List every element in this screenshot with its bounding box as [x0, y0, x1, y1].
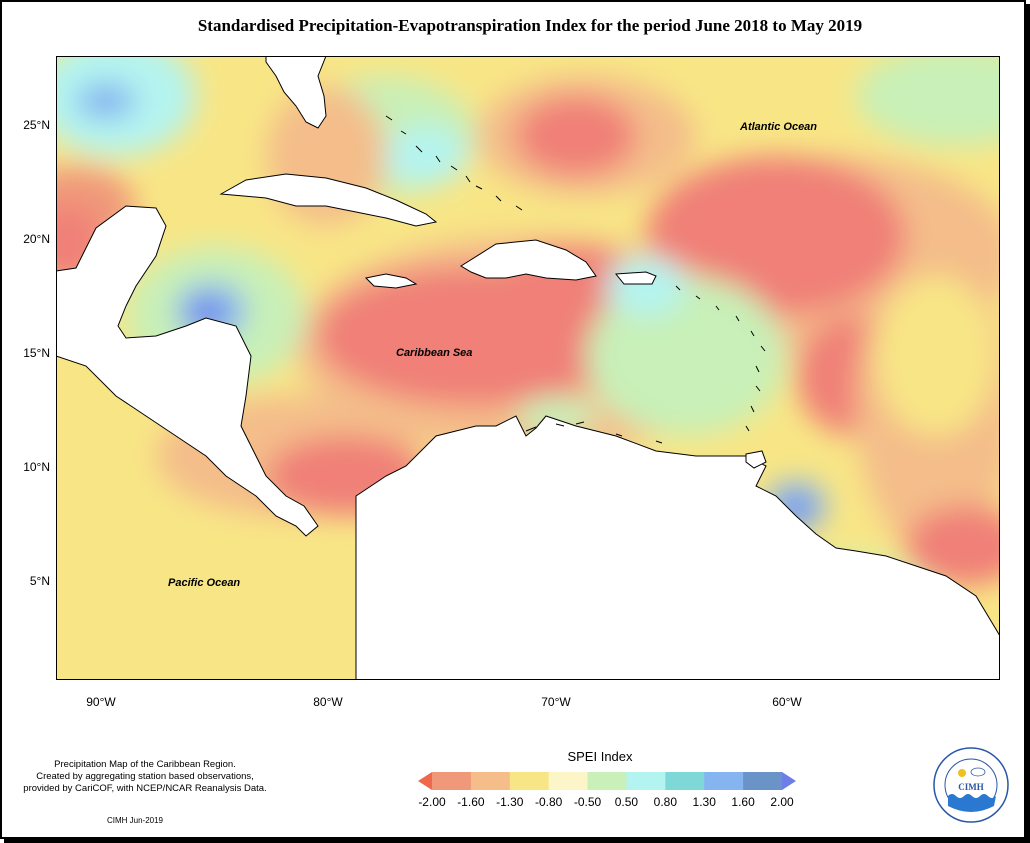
legend-swatch — [470, 772, 511, 790]
legend-swatch — [743, 772, 783, 790]
legend-tick-label: 1.60 — [731, 795, 755, 809]
legend-tick-label: 0.50 — [614, 795, 639, 809]
note-line-2: Created by aggregating station based obs… — [36, 771, 254, 782]
note-line-1: Precipitation Map of the Caribbean Regio… — [54, 759, 236, 770]
y-label-20n: 20°N — [23, 232, 50, 246]
legend-tick-label: 2.00 — [770, 795, 794, 809]
cimh-logo: CIMH — [933, 747, 1009, 823]
sun-icon — [958, 769, 966, 777]
trinidad — [745, 450, 767, 469]
y-label-25n: 25°N — [23, 118, 50, 132]
legend-tick-label: 1.30 — [692, 795, 716, 809]
caribbean-sea-label: Caribbean Sea — [396, 347, 472, 359]
legend-swatch — [548, 772, 589, 790]
logo-text: CIMH — [958, 782, 984, 792]
atlantic-ocean-label: Atlantic Ocean — [739, 121, 817, 133]
land-masses — [56, 56, 1000, 680]
cloud-icon — [970, 767, 986, 777]
florida — [265, 56, 327, 129]
spei-field — [56, 56, 1000, 676]
legend-tick-label: 0.80 — [653, 795, 677, 809]
legend-swatch — [704, 772, 744, 790]
legend-swatch — [587, 772, 627, 790]
legend-swatch — [665, 772, 705, 790]
legend-swatch — [626, 772, 666, 790]
jamaica — [364, 273, 418, 289]
y-label-5n: 5°N — [29, 574, 50, 588]
legend-tick-label: -1.60 — [457, 795, 485, 809]
legend-arrow-right — [782, 772, 796, 790]
map-border — [56, 56, 1000, 680]
legend-swatch — [432, 772, 472, 790]
legend-tick-label: -0.80 — [534, 795, 563, 809]
legend-title: SPEI Index — [567, 749, 633, 764]
central-america — [56, 205, 319, 537]
cuba — [219, 173, 438, 227]
hispaniola — [460, 239, 597, 281]
credit-text: CIMH Jun-2019 — [106, 816, 164, 825]
legend-tick-label: -2.00 — [418, 795, 446, 809]
note-line-3: provided by CariCOF, with NCEP/NCAR Rean… — [23, 783, 267, 794]
spei-map: Atlantic Ocean Caribbean Sea Pacific Oce… — [56, 56, 1000, 680]
waves-icon — [948, 794, 996, 812]
y-label-15n: 15°N — [23, 346, 50, 360]
legend-tick-label: -0.50 — [573, 795, 602, 809]
x-label-80w: 80°W — [313, 695, 343, 709]
legend-arrow-left — [418, 772, 432, 790]
small-islands — [385, 115, 766, 444]
x-label-70w: 70°W — [541, 695, 571, 709]
pacific-ocean-label: Pacific Ocean — [168, 577, 240, 589]
y-label-10n: 10°N — [23, 460, 50, 474]
x-label-90w: 90°W — [86, 695, 116, 709]
x-label-60w: 60°W — [772, 695, 802, 709]
legend-tick-label: -1.30 — [496, 795, 524, 809]
puerto-rico — [615, 271, 657, 285]
legend-colorbar — [418, 772, 796, 790]
figure-title: Standardised Precipitation-Evapotranspir… — [197, 16, 863, 35]
legend-swatch — [509, 772, 550, 790]
